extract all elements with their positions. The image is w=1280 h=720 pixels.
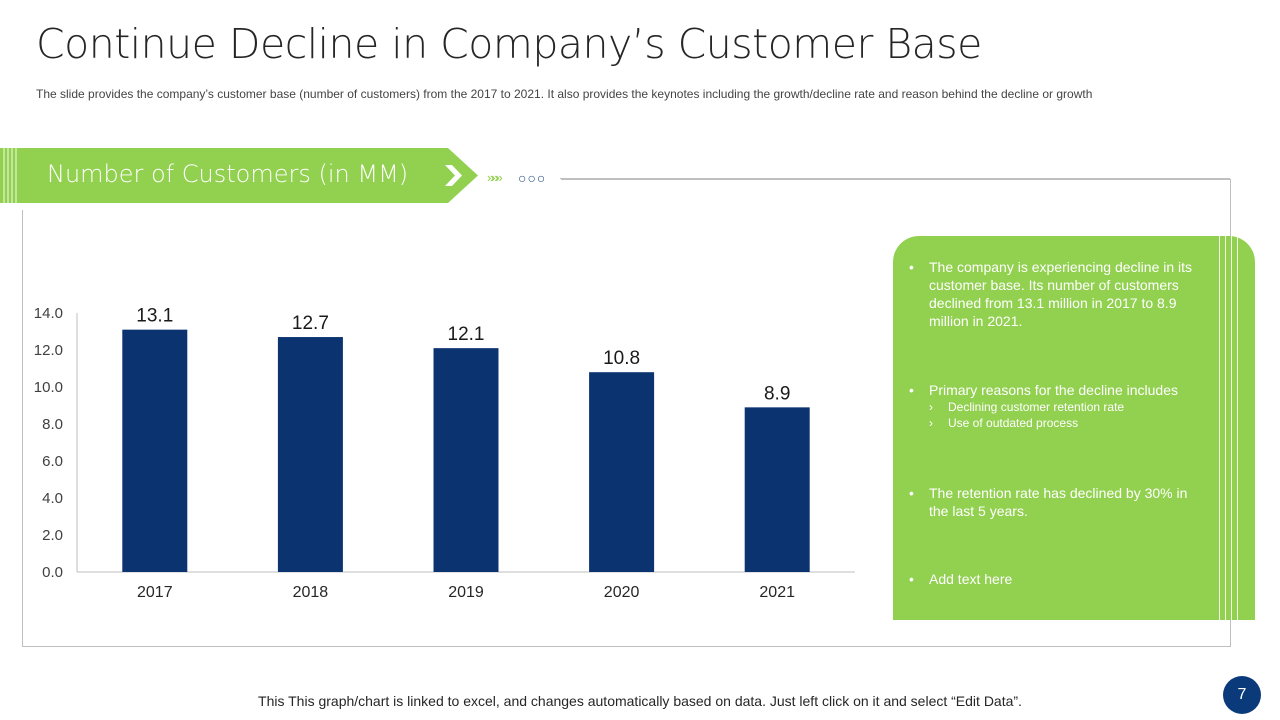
sub-bullet-icon: › — [929, 416, 933, 430]
note-item: • The retention rate has declined by 30%… — [909, 485, 1188, 519]
x-tick-label: 2020 — [604, 584, 640, 601]
data-label: 12.1 — [448, 324, 485, 345]
bar — [744, 407, 810, 572]
y-tick-label: 4.0 — [42, 490, 63, 507]
sub-note-item: › Declining customer retention rate — [929, 400, 1125, 414]
bullet-icon: • — [909, 382, 914, 398]
bullet-icon: • — [909, 571, 914, 587]
x-tick-label: 2017 — [137, 584, 173, 601]
dots-icon: ○○○ — [518, 170, 547, 186]
bar — [433, 348, 499, 572]
data-label: 8.9 — [764, 383, 790, 404]
y-tick-label: 14.0 — [34, 305, 63, 322]
sub-note-item: › Use of outdated process — [929, 416, 1079, 430]
data-label: 12.7 — [292, 313, 329, 334]
note-item: • Primary reasons for the decline includ… — [909, 381, 1193, 431]
chevron-right-icon — [445, 165, 462, 186]
slide-title: Continue Decline in Company’s Customer B… — [36, 20, 982, 68]
slide-subtitle: The slide provides the company’s custome… — [36, 87, 1093, 101]
x-tick-label: 2021 — [759, 584, 795, 601]
y-tick-label: 8.0 — [42, 416, 63, 433]
bar-chart: 0.0 2.0 4.0 6.0 8.0 10.0 12.0 14.0 13.1 12.7 12.1… — [34, 305, 855, 601]
page-number-badge: 7 — [1223, 676, 1261, 714]
bullet-icon: • — [909, 485, 914, 501]
data-label: 13.1 — [136, 306, 173, 327]
bar — [277, 337, 343, 572]
y-tick-label: 0.0 — [42, 564, 63, 581]
section-banner — [0, 148, 478, 203]
section-banner-label: Number of Customers (in MM) — [47, 160, 409, 188]
bar — [122, 329, 188, 572]
keynotes-panel: • The company is experiencing decline in… — [893, 236, 1255, 620]
note-item: • The company is experiencing decline in… — [909, 259, 1193, 329]
y-tick-label: 10.0 — [34, 379, 63, 396]
footer-note: This This graph/chart is linked to excel… — [258, 693, 1022, 709]
x-tick-label: 2018 — [293, 584, 329, 601]
note-item: • Add text here — [909, 571, 1013, 587]
bar — [589, 372, 655, 572]
panel-stripes — [1219, 236, 1243, 620]
bullet-icon: • — [909, 259, 914, 275]
data-label: 10.8 — [603, 348, 640, 369]
chevrons-icon: »»» — [487, 170, 503, 185]
sub-bullet-icon: › — [929, 400, 933, 414]
connector-line — [560, 178, 1230, 179]
y-tick-label: 2.0 — [42, 527, 63, 544]
y-tick-label: 12.0 — [34, 342, 63, 359]
y-tick-label: 6.0 — [42, 453, 63, 470]
x-tick-label: 2019 — [448, 584, 484, 601]
